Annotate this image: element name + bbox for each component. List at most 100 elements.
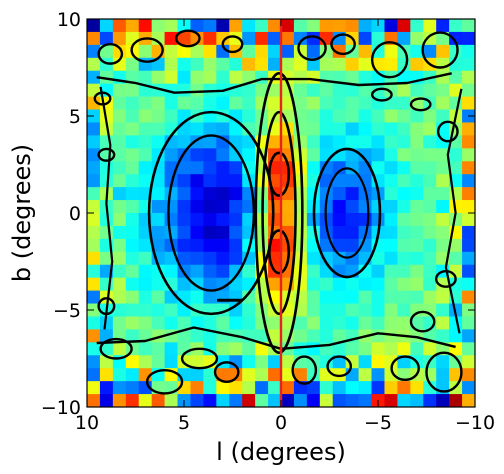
heatmap-cell <box>151 355 166 369</box>
heatmap-cell <box>306 109 321 124</box>
heatmap-cell <box>462 122 475 136</box>
heatmap-cell <box>216 277 230 292</box>
heatmap-cell <box>293 19 308 33</box>
heatmap-cell <box>358 31 373 46</box>
heatmap-cell <box>229 394 243 407</box>
contour-line <box>291 355 318 385</box>
heatmap-cell <box>164 303 179 318</box>
heatmap-cell <box>384 161 398 175</box>
heatmap-cell <box>216 225 230 240</box>
heatmap-cell <box>410 31 424 46</box>
heatmap-cell <box>151 109 166 124</box>
heatmap-cell <box>397 355 411 369</box>
heatmap-cell <box>384 44 398 59</box>
heatmap-cell <box>358 264 373 279</box>
heatmap-cell <box>371 200 386 214</box>
heatmap-cell <box>358 381 373 395</box>
heatmap-cell <box>462 355 475 369</box>
heatmap-cell <box>423 381 437 395</box>
heatmap-cell <box>112 174 127 188</box>
heatmap-cell <box>423 225 437 240</box>
heatmap-cell <box>87 264 101 279</box>
heatmap-cell <box>164 19 179 33</box>
heatmap-cell <box>410 238 424 253</box>
heatmap-cell <box>125 368 140 382</box>
heatmap-cell <box>99 135 114 149</box>
heatmap-cell <box>229 225 243 240</box>
heatmap-cell <box>242 109 256 124</box>
heatmap-cell <box>371 316 386 330</box>
heatmap-cell <box>358 44 373 59</box>
heatmap-cell <box>190 381 204 395</box>
heatmap-cell <box>423 342 437 356</box>
contour-line <box>312 147 382 279</box>
heatmap-cell <box>462 174 475 188</box>
heatmap-cell <box>436 44 450 59</box>
heatmap-cell <box>164 264 179 279</box>
heatmap-cell <box>164 213 179 227</box>
heatmap-cell <box>371 355 386 369</box>
heatmap-cell <box>397 122 411 136</box>
heatmap-cell <box>112 83 127 98</box>
heatmap-cell <box>151 316 166 330</box>
heatmap-cell <box>345 109 360 124</box>
heatmap-cell <box>216 31 230 46</box>
heatmap-cell <box>293 213 308 227</box>
heatmap-cell <box>216 316 230 330</box>
heatmap-cell <box>371 148 386 162</box>
heatmap-cell <box>242 31 256 46</box>
heatmap-cell <box>306 251 321 266</box>
heatmap-cell <box>268 394 282 407</box>
contour-line <box>213 361 240 383</box>
heatmap-cell <box>151 200 166 214</box>
heatmap-cell <box>216 122 230 136</box>
heatmap-cell <box>203 277 217 292</box>
heatmap-cell <box>397 213 411 227</box>
heatmap-cell <box>255 44 269 59</box>
heatmap-cell <box>423 277 437 292</box>
heatmap-cell <box>397 277 411 292</box>
heatmap-cell <box>345 342 360 356</box>
heatmap-cell <box>436 19 450 33</box>
heatmap-cell <box>306 394 321 407</box>
heatmap-cell <box>229 135 243 149</box>
heatmap-cell <box>87 19 101 33</box>
heatmap-cell <box>190 83 204 98</box>
heatmap-cell <box>255 329 269 343</box>
heatmap-cell <box>332 161 347 175</box>
heatmap-cell <box>229 316 243 330</box>
heatmap-cell <box>306 381 321 395</box>
heatmap-cell <box>99 19 114 33</box>
heatmap-cell <box>281 31 295 46</box>
heatmap-cell <box>87 174 101 188</box>
heatmap-cell <box>345 238 360 253</box>
heatmap-cell <box>87 187 101 201</box>
heatmap-cell <box>384 148 398 162</box>
contour-line <box>297 35 327 61</box>
contour-line <box>425 351 463 393</box>
heatmap-cell <box>436 329 450 343</box>
heatmap-cell <box>255 57 269 72</box>
heatmap-cell <box>229 148 243 162</box>
heatmap-cell <box>371 303 386 318</box>
heatmap-cell <box>164 394 179 407</box>
heatmap-cell <box>281 355 295 369</box>
heatmap-cell <box>345 83 360 98</box>
heatmap-cell <box>423 251 437 266</box>
heatmap-cell <box>345 57 360 72</box>
heatmap-cell <box>177 200 192 214</box>
heatmap-cell <box>216 57 230 72</box>
heatmap-cell <box>319 96 334 111</box>
heatmap-cell <box>87 290 101 305</box>
heatmap-cell <box>436 148 450 162</box>
heatmap-cell <box>255 355 269 369</box>
heatmap-cell <box>190 238 204 253</box>
heatmap-cell <box>138 277 153 292</box>
heatmap-cell <box>203 290 217 305</box>
heatmap-cell <box>151 187 166 201</box>
heatmap-cell <box>397 251 411 266</box>
heatmap-cell <box>125 316 140 330</box>
heatmap-cell <box>436 368 450 382</box>
heatmap-cell <box>242 83 256 98</box>
heatmap-cell <box>268 96 282 111</box>
